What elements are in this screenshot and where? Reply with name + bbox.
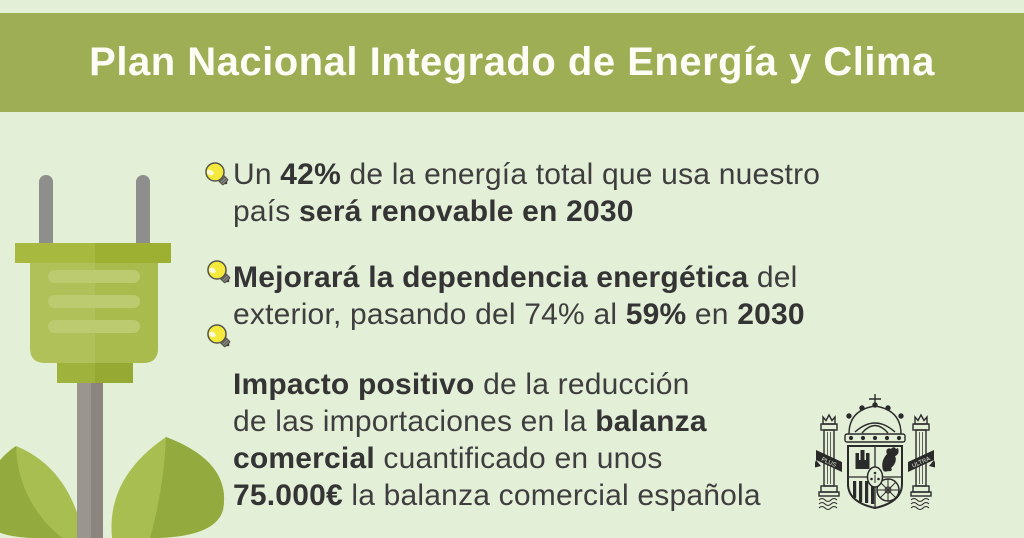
- text-run: exterior, pasando del 74% al: [233, 298, 626, 331]
- spain-coat-of-arms: PLUS ULTRA: [815, 394, 935, 511]
- plug-prong-right: [136, 175, 150, 250]
- plug-plant-illustration: [0, 175, 225, 538]
- text-run: en: [686, 298, 738, 331]
- left-leaf: [0, 446, 84, 538]
- castle-quarter: [855, 450, 870, 469]
- lightbulb-icon: [207, 260, 231, 284]
- bold-text-run: Impacto positivo: [233, 368, 475, 401]
- plug-neck: [57, 363, 133, 383]
- text-run: del: [748, 261, 798, 294]
- ribbon-right: ULTRA: [908, 450, 935, 472]
- chains-quarter: [876, 478, 900, 502]
- title-banner: Plan Nacional Integrado de Energía y Cli…: [0, 13, 1024, 112]
- plug-cap: [15, 243, 171, 263]
- text-run: de la reducción: [474, 368, 690, 401]
- plug-cable: [77, 383, 103, 538]
- svg-text:PLUS: PLUS: [820, 457, 837, 469]
- stripes-quarter: [853, 481, 875, 504]
- bold-text-run: 75.000€: [233, 479, 343, 512]
- text-run: la balanza comercial española: [342, 479, 761, 512]
- banner-title: Plan Nacional Integrado de Energía y Cli…: [89, 40, 935, 84]
- bold-text-run: 59%: [625, 298, 687, 331]
- bold-text-run: 2030: [737, 298, 805, 331]
- text-run: país: [233, 195, 300, 228]
- bold-text-run: balanza: [595, 405, 707, 438]
- text-run: de las importaciones en la: [233, 405, 596, 438]
- plug-prong-left: [39, 175, 53, 250]
- text-run: Un: [233, 158, 281, 191]
- text-run: cuantificado en unos: [374, 442, 663, 475]
- center-oval: [866, 466, 884, 488]
- ribbon-left: PLUS: [815, 450, 842, 472]
- right-leaf: [111, 437, 225, 538]
- crown: [844, 402, 906, 443]
- lightbulb-icon: [205, 162, 229, 186]
- bold-text-run: será renovable en 2030: [299, 195, 634, 228]
- lion-quarter: [882, 447, 899, 472]
- bullet-renewable-share: Un 42% de la energía total que usa nuest…: [233, 156, 820, 230]
- shield: [847, 445, 903, 510]
- text-run: de la energía total que usa nuestro: [340, 158, 821, 191]
- bold-text-run: 42%: [280, 158, 341, 191]
- lightbulb-icon: [207, 324, 231, 348]
- bullet-trade-balance: Impacto positivo de la reducción de las i…: [233, 366, 761, 514]
- bold-text-run: Mejorará la dependencia energética: [233, 261, 749, 294]
- bullet-energy-dependence: Mejorará la dependencia energética del ex…: [233, 259, 805, 333]
- plug-body: [30, 263, 158, 363]
- bold-text-run: comercial: [233, 442, 375, 475]
